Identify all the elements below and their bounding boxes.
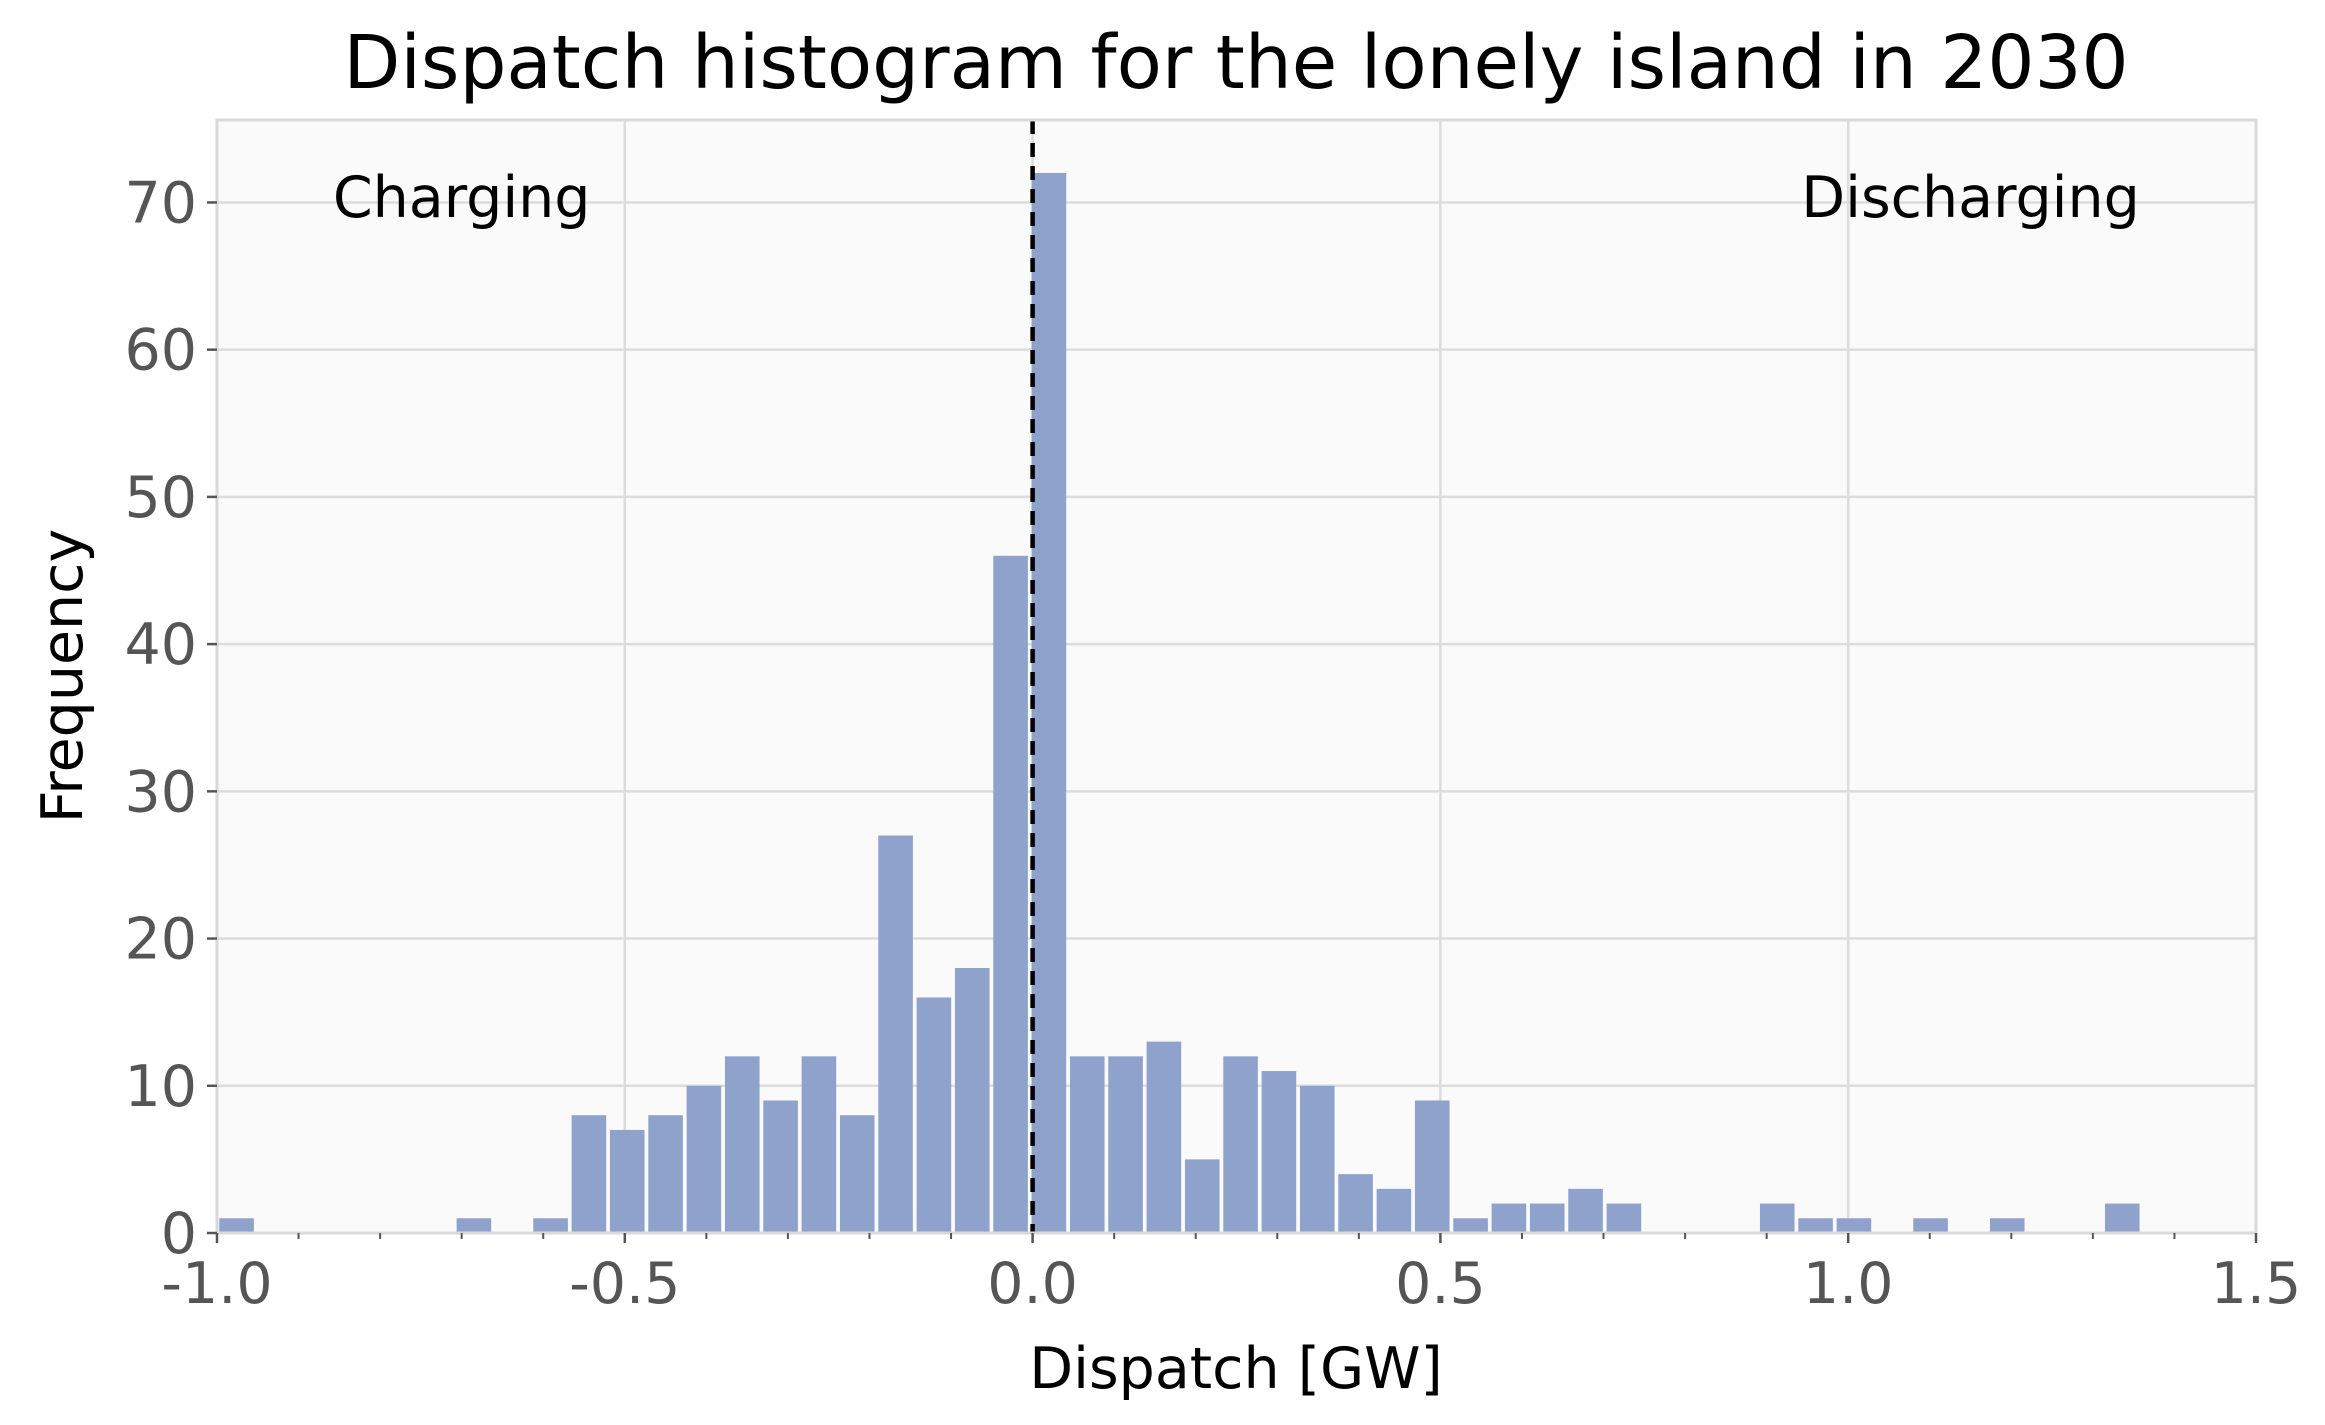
y-tick-label: 20	[124, 907, 197, 973]
plot-frame	[215, 118, 2258, 1235]
y-tick-label: 30	[124, 759, 197, 825]
y-tick-label: 50	[124, 465, 197, 531]
y-tick-label: 70	[124, 170, 197, 236]
histogram-bar	[1453, 1218, 1488, 1233]
histogram-bar	[878, 835, 913, 1233]
histogram-bar	[1376, 1188, 1412, 1233]
histogram-bars	[219, 173, 2140, 1233]
histogram-bar	[1108, 1056, 1143, 1233]
histogram-bar	[686, 1085, 722, 1233]
x-tick-label: 1.5	[2211, 1251, 2302, 1317]
histogram-bar	[801, 1056, 837, 1233]
histogram-bar	[219, 1218, 254, 1233]
histogram-bar	[839, 1115, 875, 1233]
y-axis-label: Frequency	[30, 529, 96, 823]
y-tick-label: 0	[161, 1201, 197, 1267]
histogram-bar	[1568, 1188, 1603, 1233]
histogram-bar	[1031, 173, 1067, 1233]
histogram-bar	[1606, 1203, 1642, 1233]
x-tick-label: -1.0	[161, 1251, 272, 1317]
annotations: Charging Discharging	[333, 165, 2140, 231]
histogram-bar	[1798, 1218, 1833, 1233]
axis-ticks: 0 10 20 30 40 50 60 70 -1.0 -0.5 0.0 0.5 1.0 1.5	[124, 170, 2301, 1317]
histogram-bar	[1529, 1203, 1565, 1233]
histogram-bar	[1223, 1056, 1258, 1233]
histogram-bar	[993, 555, 1028, 1233]
histogram-bar	[763, 1100, 798, 1233]
histogram-bar	[648, 1115, 683, 1233]
histogram-bar	[456, 1218, 492, 1233]
y-tick-label: 60	[124, 318, 197, 384]
histogram-bar	[2104, 1203, 2140, 1233]
histogram-bar	[724, 1056, 760, 1233]
x-tick-label: 0.5	[1395, 1251, 1486, 1317]
histogram-bar	[954, 968, 990, 1233]
annotation-label: Discharging	[1801, 165, 2140, 231]
x-tick-label: 0.0	[987, 1251, 1078, 1317]
histogram-bar	[1836, 1218, 1872, 1233]
histogram-bar	[609, 1129, 645, 1233]
chart-title: Dispatch histogram for the lonely island…	[343, 20, 2128, 106]
histogram-bar	[1414, 1100, 1450, 1233]
histogram-bar	[1069, 1056, 1105, 1233]
y-tick-label: 40	[124, 612, 197, 678]
histogram-bar	[1491, 1203, 1527, 1233]
x-tick-label: -0.5	[569, 1251, 680, 1317]
plot-area-background	[217, 120, 2256, 1233]
x-tick-label: 1.0	[1803, 1251, 1894, 1317]
histogram-bar	[1299, 1085, 1335, 1233]
histogram-bar	[571, 1115, 607, 1233]
histogram-bar	[1913, 1218, 1948, 1233]
x-axis-label: Dispatch [GW]	[1029, 1336, 1442, 1402]
histogram-bar	[1989, 1218, 2025, 1233]
histogram-bar	[1338, 1174, 1373, 1233]
histogram-bar	[533, 1218, 568, 1233]
histogram-bar	[916, 997, 952, 1233]
histogram-bar	[1146, 1041, 1182, 1233]
histogram-bar	[1759, 1203, 1795, 1233]
histogram-bar	[1261, 1071, 1297, 1233]
annotation-label: Charging	[333, 165, 591, 231]
y-tick-label: 10	[124, 1054, 197, 1120]
histogram-bar	[1184, 1159, 1220, 1233]
